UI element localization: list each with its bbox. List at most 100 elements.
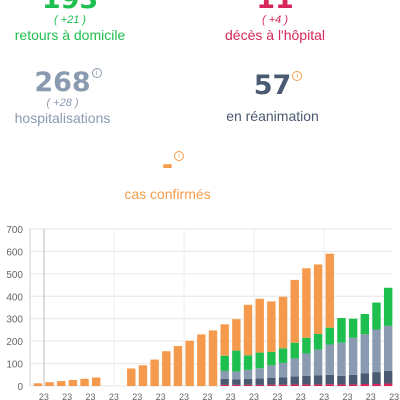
hospitalisations-value-wrap: 268 i [34, 67, 102, 98]
bar-deces [267, 384, 276, 386]
x-tick-label: 23 [272, 392, 282, 400]
bar-retours [232, 350, 241, 372]
bar-reanimation [325, 374, 334, 385]
bar-hospitalisations [255, 368, 264, 379]
bar-hospitalisations [267, 365, 276, 378]
bar-retours [325, 327, 334, 345]
bar-hospitalisations [278, 362, 288, 378]
bar-reanimation [348, 374, 358, 385]
x-tick-label: 23 [132, 392, 142, 400]
bar-deces [372, 383, 381, 386]
bar-reanimation [243, 378, 253, 385]
bar-cas [232, 319, 241, 351]
bar-hospitalisations [243, 369, 253, 379]
bar-deces [290, 384, 299, 386]
bar-reanimation [232, 379, 241, 385]
bar-deces [313, 384, 323, 386]
bar-cas [197, 334, 206, 386]
bar-cas [325, 253, 334, 328]
stat-reanimation: 57 i en réanimation [205, 70, 340, 124]
bar-deces [348, 384, 358, 386]
bar-hospitalisations [290, 358, 299, 377]
bar-retours [278, 348, 288, 363]
y-tick-label: 200 [6, 337, 23, 348]
bar-hospitalisations [383, 325, 393, 371]
x-tick-label: 23 [342, 392, 352, 400]
bar-reanimation [302, 375, 311, 385]
bar-cas [220, 324, 229, 356]
bar-cas [80, 378, 89, 386]
bar-cas [56, 381, 66, 386]
info-icon[interactable]: i [174, 151, 185, 161]
reanimation-value: 57 [253, 70, 292, 101]
bar-cas [302, 268, 311, 338]
x-tick-label: 23 [109, 392, 119, 400]
y-tick-label: 600 [6, 247, 23, 258]
bar-cas [278, 296, 288, 349]
stat-cas: - i cas confirmés [100, 150, 235, 202]
bar-cas [255, 298, 264, 353]
bar-reanimation [360, 373, 370, 384]
x-tick-label: 23 [226, 392, 236, 400]
bar-reanimation [255, 378, 264, 385]
x-tick-label: 23 [389, 392, 399, 400]
bar-cas [92, 377, 101, 386]
y-tick-label: 100 [6, 360, 23, 371]
bar-hospitalisations [302, 353, 311, 376]
x-tick-label: 23 [296, 392, 306, 400]
bar-deces [360, 383, 370, 386]
y-tick-label: 400 [6, 292, 23, 303]
bar-cas [45, 382, 54, 386]
retours-value: 193 [42, 0, 98, 14]
bar-cas [185, 340, 194, 386]
stat-hospitalisations: 268 i ( +28 ) hospitalisations [0, 67, 125, 126]
info-icon[interactable]: i [292, 71, 303, 81]
bar-retours [267, 351, 276, 366]
bar-retours [313, 333, 323, 350]
bar-retours [255, 352, 264, 369]
bar-reanimation [313, 375, 323, 385]
cases-chart: 0 100 200 300 400 500 600 700 23 23 23 23 23 23 23 23 23… [6, 225, 399, 400]
bar-hospitalisations [337, 342, 346, 376]
cas-value: - [161, 150, 174, 181]
bar-deces [302, 384, 311, 386]
x-tick-label: 23 [156, 392, 166, 400]
bar-deces [243, 384, 253, 386]
x-tick-label: 23 [202, 392, 212, 400]
bar-deces [383, 383, 393, 386]
bar-cas [267, 301, 276, 352]
cas-label: cas confirmés [124, 186, 211, 202]
bar-cas [313, 264, 323, 334]
bar-cas [138, 365, 148, 386]
reanimation-label: en réanimation [226, 108, 319, 124]
stat-deces: 11 ( +4 ) décès à l'hôpital [205, 0, 345, 43]
bar-cas [290, 279, 299, 343]
bar-retours [360, 314, 370, 335]
bar-deces [337, 384, 346, 386]
retours-label: retours à domicile [14, 27, 126, 43]
bar-reanimation [290, 376, 299, 385]
bar-retours [302, 337, 311, 354]
bar-reanimation [383, 370, 393, 384]
x-tick-label: 23 [62, 392, 72, 400]
bar-hospitalisations [360, 334, 370, 374]
bar-retours [220, 355, 229, 371]
hospitalisations-label: hospitalisations [14, 110, 111, 126]
y-tick-label: 0 [17, 382, 23, 393]
bar-retours [243, 355, 253, 370]
bar-deces [220, 384, 229, 386]
y-tick-label: 700 [6, 225, 23, 236]
bar-hospitalisations [348, 337, 358, 375]
bar-cas [33, 383, 43, 386]
bar-deces [255, 384, 264, 386]
bar-retours [348, 318, 358, 338]
bar-hospitalisations [372, 329, 381, 373]
deces-delta: ( +4 ) [262, 14, 288, 26]
hospitalisations-value: 268 [34, 67, 91, 98]
bar-reanimation [278, 377, 288, 385]
bar-hospitalisations [325, 344, 334, 375]
x-tick-label: 23 [86, 392, 96, 400]
info-icon[interactable]: i [91, 68, 102, 78]
y-tick-label: 500 [6, 270, 23, 281]
bar-cas [68, 379, 78, 386]
